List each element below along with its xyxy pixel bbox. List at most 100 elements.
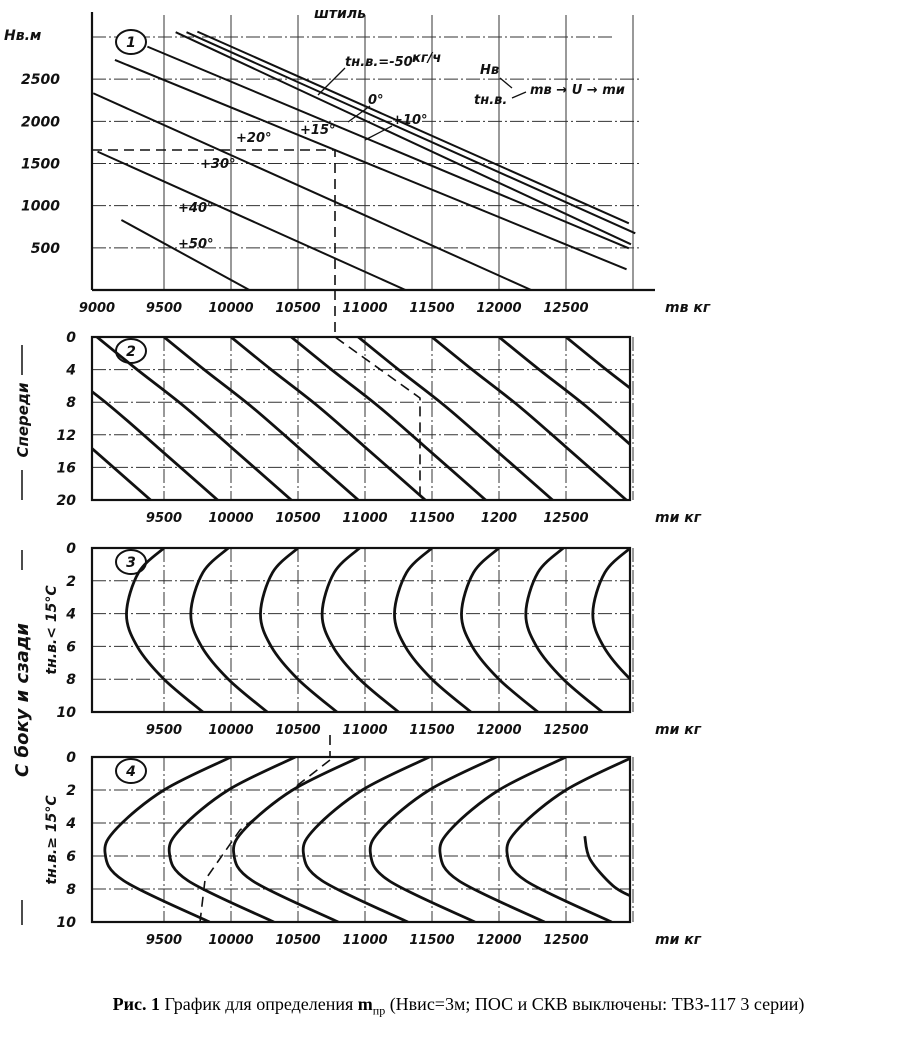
- annotation-plus20: +20°: [236, 131, 271, 146]
- y-tick-label: 8: [66, 395, 76, 411]
- curves: [92, 30, 636, 290]
- curve-line: [189, 548, 269, 712]
- annotation-plus15: +15°: [300, 123, 335, 138]
- curve-line: [92, 446, 152, 500]
- panel-4: 0 2 4 6 8 10 9500 10000 10500 11000 11500 12000 1250…: [57, 750, 702, 948]
- annotation-zero: 0°: [368, 93, 384, 108]
- series-line: [196, 30, 630, 225]
- y-tick-label: 8: [66, 672, 76, 688]
- curve-line: [125, 548, 204, 712]
- caption-text-1: График для определения: [159, 994, 358, 1014]
- series-line: [92, 92, 532, 290]
- x-tick-label: 12000: [476, 933, 521, 948]
- curve-line: [438, 757, 567, 922]
- x-tick-label: 11500: [409, 933, 454, 948]
- panel-2: 0 4 8 12 16 20 9500 10000 10500 11000 11500 1200 125…: [57, 330, 702, 526]
- x-axis-label: mи кг: [655, 932, 702, 948]
- curve-line: [290, 337, 487, 500]
- curve-line: [524, 548, 604, 712]
- curve-line: [92, 389, 219, 500]
- curve-line: [393, 548, 472, 712]
- curve-line: [583, 835, 630, 898]
- y-tick-label: 2: [66, 783, 76, 799]
- x-tick-label: 9000: [79, 301, 115, 316]
- x-tick-label: 9500: [146, 301, 182, 316]
- curve-line: [565, 337, 630, 390]
- annotation-leader-lines: [317, 67, 527, 141]
- y-tick-label: 4: [65, 607, 76, 623]
- x-tick-label: 9500: [146, 933, 182, 948]
- curve-line: [230, 337, 427, 500]
- caption-m-sub: пр: [372, 1003, 386, 1018]
- curve-line: [320, 548, 400, 712]
- curve-line: [498, 337, 630, 447]
- x-tick-label: 9500: [146, 723, 182, 738]
- side-label-temp-above: tн.в.≥ 15°C: [44, 795, 60, 885]
- panel-number: 3: [126, 555, 136, 571]
- x-tick-label: 10500: [275, 723, 320, 738]
- annotation-scheme-chain: mв → U → mи: [530, 83, 625, 98]
- curves: [103, 757, 630, 922]
- y-tick-label: 20: [57, 493, 77, 509]
- caption-text-2: (Нвис=3м; ПОС и СКВ выключены: ТВЗ-117 3…: [385, 994, 805, 1014]
- x-tick-label: 11500: [409, 723, 454, 738]
- x-tick-label: 12000: [476, 723, 521, 738]
- annotation-plus40: +40°: [178, 201, 213, 216]
- curve-line: [431, 337, 628, 500]
- panel-1: 500 1000 1500 2000 2500 9000 9500 10000 10500 110…: [21, 12, 711, 316]
- y-tick-label: 10: [57, 705, 77, 721]
- y-tick-label: 1500: [21, 157, 60, 173]
- series-line: [114, 59, 627, 271]
- curve-line: [259, 548, 338, 712]
- side-label-side-rear: С боку и сзади: [12, 623, 33, 777]
- series-line: [186, 31, 636, 235]
- y-tick-label: 2: [66, 574, 76, 590]
- annotation-t-label: tн.в.=-50°: [345, 55, 419, 70]
- panel-number-badge: [115, 758, 147, 784]
- y-tick-label: 0: [66, 541, 76, 557]
- side-labels: Спереди С боку и сзади tн.в.< 15°C tн.в.≥ 1…: [12, 345, 60, 925]
- curve-line: [103, 757, 232, 922]
- example-guide-path: [92, 149, 421, 923]
- x-tick-label: 11000: [342, 933, 387, 948]
- x-tick-label: 10500: [275, 301, 320, 316]
- annotation-plus50: +50°: [178, 237, 213, 252]
- annotation-scheme-h: Нв: [480, 63, 499, 78]
- y-tick-label: 0: [66, 330, 76, 346]
- figure-caption: Рис. 1 График для определения mпр (Нвис=…: [0, 992, 917, 1023]
- x-tick-label: 11000: [342, 723, 387, 738]
- x-tick-label: 12500: [543, 511, 588, 526]
- series-line: [97, 150, 406, 290]
- annotation-unit-label: кг/ч: [412, 51, 441, 66]
- x-tick-label: 10500: [275, 933, 320, 948]
- curve-line: [505, 757, 630, 922]
- panel-1-annotations: штиль Нв.м tн.в.=-50°кг/ч 0° +10° +15° +20°+30…: [4, 6, 625, 252]
- x-tick-label: 10000: [208, 301, 253, 316]
- annotation-plus30: +30°: [200, 157, 235, 172]
- curve-line: [368, 757, 497, 922]
- panel-frame: [90, 546, 632, 714]
- y-tick-label: 8: [66, 882, 76, 898]
- panel-number-badge: [115, 29, 147, 55]
- curve-line: [167, 757, 296, 922]
- x-tick-label: 12500: [543, 723, 588, 738]
- series-line: [146, 45, 630, 250]
- caption-m: m: [357, 994, 373, 1014]
- x-tick-label: 10500: [275, 511, 320, 526]
- curve-line: [591, 548, 630, 681]
- x-tick-label: 10000: [208, 723, 253, 738]
- x-axis-label: mи кг: [655, 510, 702, 526]
- panel-number: 2: [126, 344, 136, 360]
- y-tick-label: 6: [66, 849, 76, 865]
- y-tick-label: 12: [57, 428, 76, 444]
- panel-3: 0 2 4 6 8 10 9500 10000 10500 11000 11500 12000 1250…: [57, 541, 702, 738]
- x-tick-label: 11500: [409, 511, 454, 526]
- y-tick-label: 2000: [21, 114, 60, 130]
- panel-frame: [90, 755, 632, 924]
- curve-line: [232, 757, 361, 922]
- curve-line: [460, 548, 539, 712]
- x-axis-label: mв кг: [665, 300, 711, 316]
- x-tick-label: 12500: [543, 933, 588, 948]
- y-tick-label: 1000: [21, 199, 60, 215]
